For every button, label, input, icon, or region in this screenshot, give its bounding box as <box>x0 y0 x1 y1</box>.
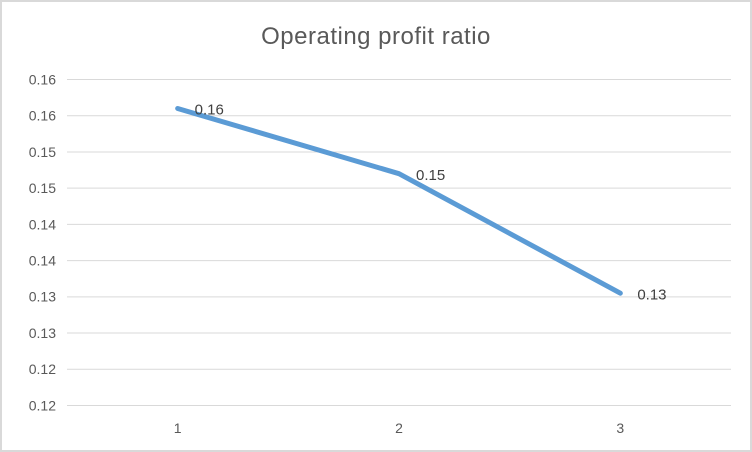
y-axis-tick-label: 0.14 <box>29 216 56 232</box>
y-axis-tick-label: 0.16 <box>29 108 56 124</box>
x-axis-tick-label: 3 <box>616 420 624 436</box>
data-point-label: 0.16 <box>195 102 224 119</box>
y-axis-tick-label: 0.16 <box>29 71 56 87</box>
y-axis-tick-label: 0.12 <box>29 397 56 413</box>
x-axis-tick-label: 1 <box>174 420 182 436</box>
y-axis-tick-label: 0.13 <box>29 325 56 341</box>
y-axis-tick-label: 0.13 <box>29 289 56 305</box>
y-axis-tick-label: 0.12 <box>29 361 56 377</box>
y-axis-tick-label: 0.15 <box>29 180 56 196</box>
y-axis-tick-label: 0.14 <box>29 253 56 269</box>
series-line[interactable] <box>175 105 623 296</box>
y-axis-tick-label: 0.15 <box>29 144 56 160</box>
data-point-label: 0.13 <box>637 286 666 303</box>
x-axis-tick-label: 2 <box>395 420 403 436</box>
data-point-label: 0.15 <box>416 167 445 184</box>
